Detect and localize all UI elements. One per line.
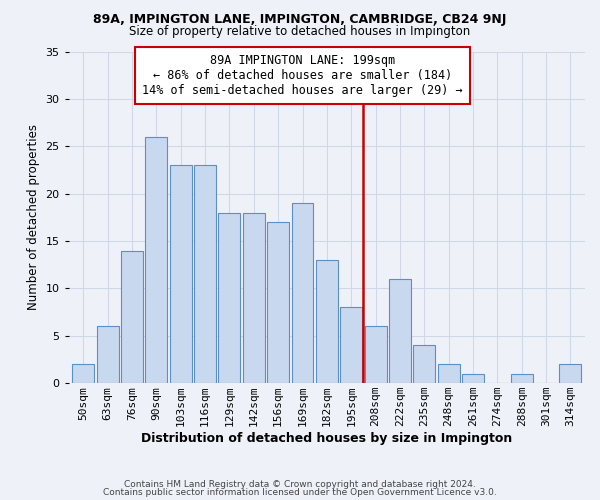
Bar <box>73 364 94 383</box>
Bar <box>97 326 119 383</box>
Bar <box>389 279 411 383</box>
Bar <box>194 165 216 383</box>
Y-axis label: Number of detached properties: Number of detached properties <box>27 124 40 310</box>
Bar <box>316 260 338 383</box>
Bar <box>243 212 265 383</box>
Bar <box>437 364 460 383</box>
Text: 89A, IMPINGTON LANE, IMPINGTON, CAMBRIDGE, CB24 9NJ: 89A, IMPINGTON LANE, IMPINGTON, CAMBRIDG… <box>94 12 506 26</box>
Bar <box>559 364 581 383</box>
Bar <box>218 212 241 383</box>
Bar <box>462 374 484 383</box>
Bar <box>145 137 167 383</box>
Bar <box>511 374 533 383</box>
Bar <box>267 222 289 383</box>
Bar <box>340 308 362 383</box>
Bar <box>365 326 386 383</box>
Text: Contains public sector information licensed under the Open Government Licence v3: Contains public sector information licen… <box>103 488 497 497</box>
Text: Size of property relative to detached houses in Impington: Size of property relative to detached ho… <box>130 25 470 38</box>
Text: 89A IMPINGTON LANE: 199sqm
← 86% of detached houses are smaller (184)
14% of sem: 89A IMPINGTON LANE: 199sqm ← 86% of deta… <box>142 54 463 96</box>
Bar <box>292 203 313 383</box>
Text: Contains HM Land Registry data © Crown copyright and database right 2024.: Contains HM Land Registry data © Crown c… <box>124 480 476 489</box>
Bar <box>121 250 143 383</box>
Bar <box>413 346 435 383</box>
Bar <box>170 165 191 383</box>
X-axis label: Distribution of detached houses by size in Impington: Distribution of detached houses by size … <box>141 432 512 445</box>
